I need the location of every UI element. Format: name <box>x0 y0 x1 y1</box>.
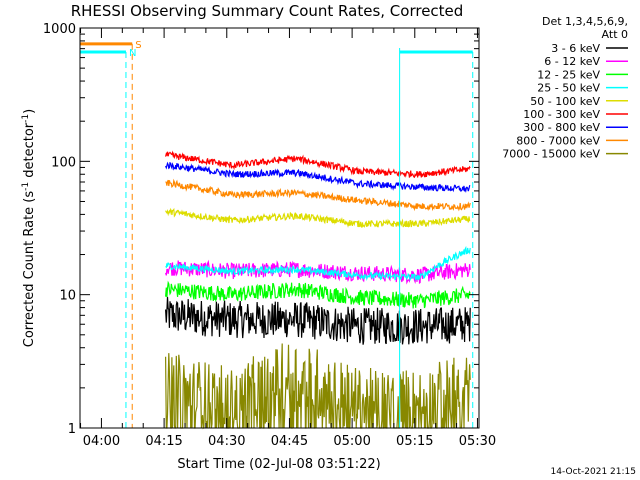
legend-header-line-1: Det 1,3,4,5,6,9, <box>542 15 628 28</box>
x-tick-label-2: 04:15 <box>145 434 182 449</box>
x-tick-label-3: 04:30 <box>208 434 245 449</box>
legend-header-line-2: Att 0 <box>602 28 628 41</box>
legend-label-4: 25 - 50 keV <box>537 82 600 95</box>
legend-label-1: 3 - 6 keV <box>551 42 600 55</box>
y-axis-label-sup1: -1 <box>21 182 31 191</box>
y-tick-label-1: 1 <box>68 422 76 437</box>
series-line-5 <box>165 207 471 229</box>
flag-label-1: S <box>135 40 141 51</box>
series-line-8 <box>165 178 471 212</box>
x-tick-label-6: 05:15 <box>396 434 433 449</box>
y-axis-label-sup2: -1 <box>21 114 31 123</box>
series-line-9 <box>165 343 471 430</box>
y-axis-label: Corrected Count Rate (s-1 detector-1) <box>21 109 37 347</box>
legend-label-6: 100 - 300 keV <box>523 108 600 121</box>
series-line-7 <box>165 161 471 193</box>
plot-frame <box>79 27 480 429</box>
axis-layer: 1 10 100 1000 04:00 04:15 04:30 04:45 05:00 05:15… <box>43 22 496 449</box>
x-axis-label: Start Time (02-Jul-08 03:51:22) <box>177 457 380 472</box>
x-tick-label-7: 05:30 <box>459 434 496 449</box>
x-tick-label-4: 04:45 <box>271 434 308 449</box>
legend-label-8: 800 - 7000 keV <box>516 134 600 147</box>
y-axis-label-mid: detector <box>22 122 37 182</box>
legend-label-5: 50 - 100 keV <box>530 95 600 108</box>
legend-label-7: 300 - 800 keV <box>523 121 600 134</box>
y-tick-label-2: 10 <box>59 289 76 304</box>
chart-title: RHESSI Observing Summary Count Rates, Co… <box>71 2 464 20</box>
series-line-6 <box>165 150 471 179</box>
x-tick-label-1: 04:00 <box>83 434 120 449</box>
series-line-3 <box>165 280 471 309</box>
legend-label-2: 6 - 12 keV <box>544 55 600 68</box>
legend-label-3: 12 - 25 keV <box>537 68 600 81</box>
flag-label-2: N <box>129 48 136 59</box>
data-layer <box>165 150 471 430</box>
y-tick-label-4: 1000 <box>43 22 76 37</box>
generation-timestamp: 14-Oct-2021 21:15 <box>551 467 636 477</box>
legend-label-9: 7000 - 15000 keV <box>502 148 600 161</box>
series-line-4 <box>165 245 471 282</box>
y-axis-label-end: ) <box>22 109 37 114</box>
y-axis-label-main: Corrected Count Rate (s <box>22 191 37 348</box>
x-tick-label-5: 05:00 <box>333 434 370 449</box>
series-line-1 <box>165 296 471 345</box>
y-tick-label-3: 100 <box>51 155 76 170</box>
